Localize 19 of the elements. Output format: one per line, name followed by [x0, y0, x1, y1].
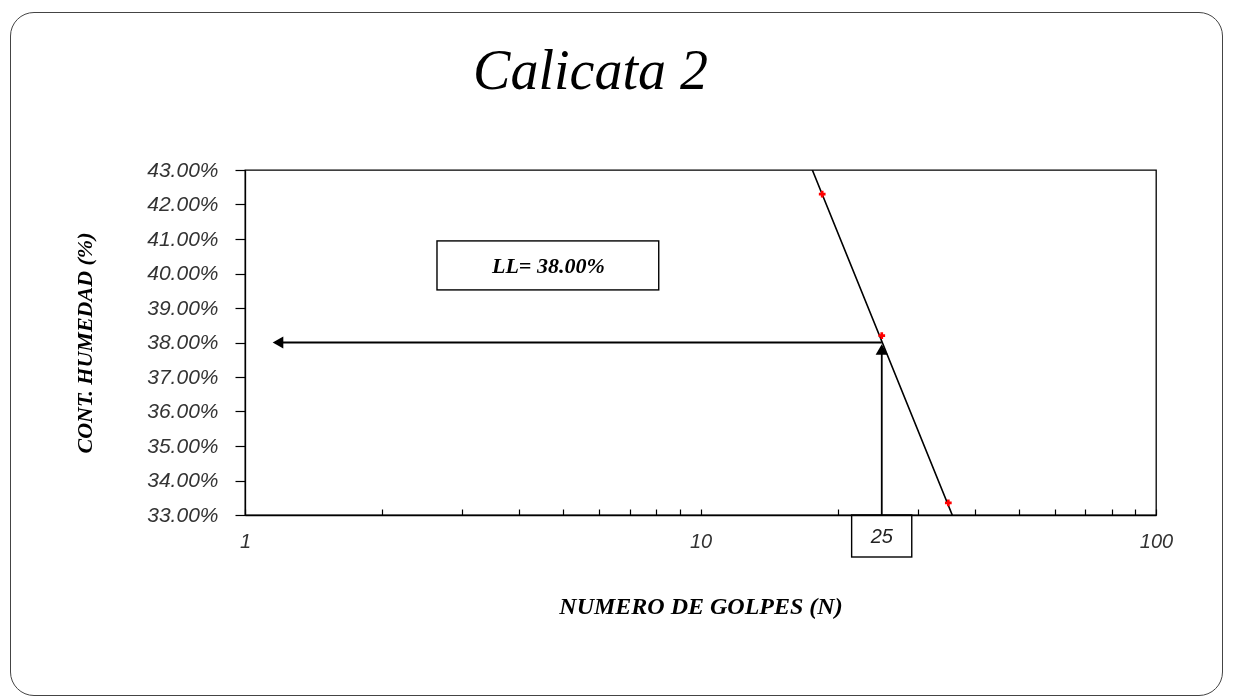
y-tick-label: 40.00% [147, 261, 219, 284]
x-tick-label: 100 [1139, 529, 1174, 552]
x-axis-title: NUMERO DE GOLPES (N) [558, 592, 843, 619]
ref-line-label: 25 [869, 525, 894, 547]
y-tick-label: 34.00% [147, 468, 219, 491]
chart-title: Calicata 2 [473, 39, 708, 101]
y-axis-title: CONT. HUMEDAD (%) [72, 232, 98, 454]
annotation: LL= 38.00% [490, 252, 605, 278]
y-tick-label: 33.00% [147, 502, 219, 526]
y-tick-label: 41.00% [147, 226, 219, 250]
y-tick-label: 38.00% [147, 330, 219, 353]
y-tick-label: 35.00% [147, 433, 219, 457]
y-tick-label: 43.00% [147, 157, 219, 181]
x-tick-label: 1 [239, 529, 252, 552]
y-tick-label: 36.00% [147, 399, 219, 422]
x-tick-label: 10 [689, 529, 713, 552]
y-tick-label: 37.00% [147, 364, 219, 388]
y-tick-label: 42.00% [147, 192, 219, 215]
y-tick-label: 39.00% [147, 295, 219, 319]
